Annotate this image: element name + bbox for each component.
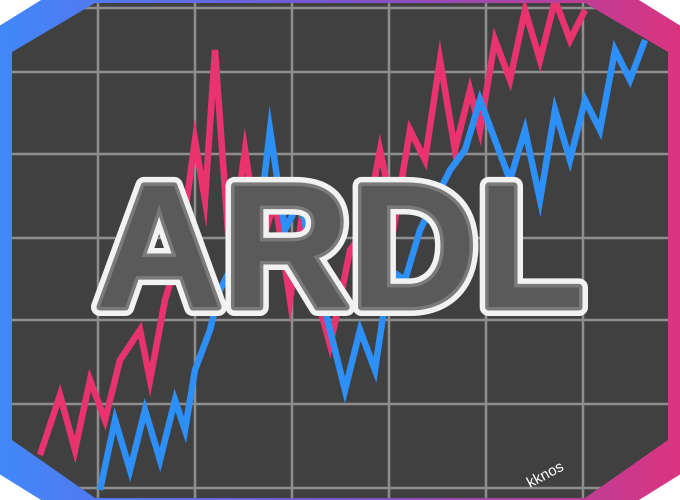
blue-series-line — [96, 38, 649, 491]
pink-series-line — [36, 3, 588, 464]
title-outline-dark: ARDL — [96, 149, 585, 345]
title-text: ARDL — [96, 149, 585, 345]
title-outline: ARDL — [96, 149, 585, 345]
hex-background — [12, 3, 668, 498]
title-group: ARDL ARDL ARDL — [87, 140, 594, 354]
